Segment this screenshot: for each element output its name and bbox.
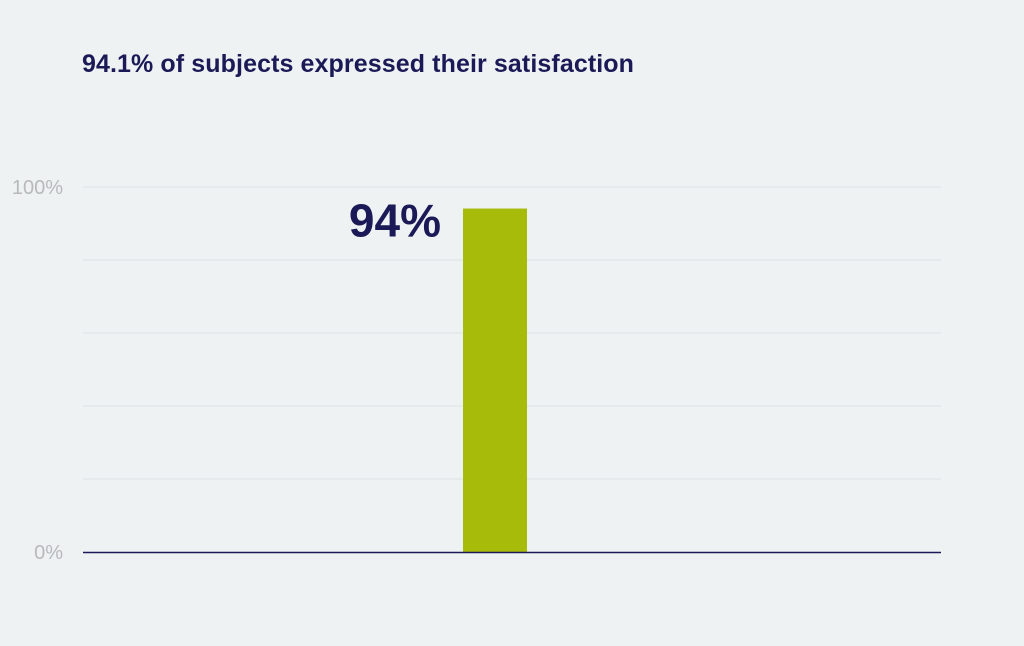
bar bbox=[463, 208, 527, 552]
bar-value-label: 94% bbox=[349, 195, 441, 247]
y-tick-label: 0% bbox=[34, 542, 63, 564]
bars bbox=[463, 208, 527, 552]
y-tick-labels: 0% 100% bbox=[12, 177, 63, 564]
y-tick-label: 100% bbox=[12, 177, 63, 199]
data-labels: 94% bbox=[349, 195, 441, 247]
chart-title: 94.1% of subjects expressed their satisf… bbox=[82, 50, 635, 78]
